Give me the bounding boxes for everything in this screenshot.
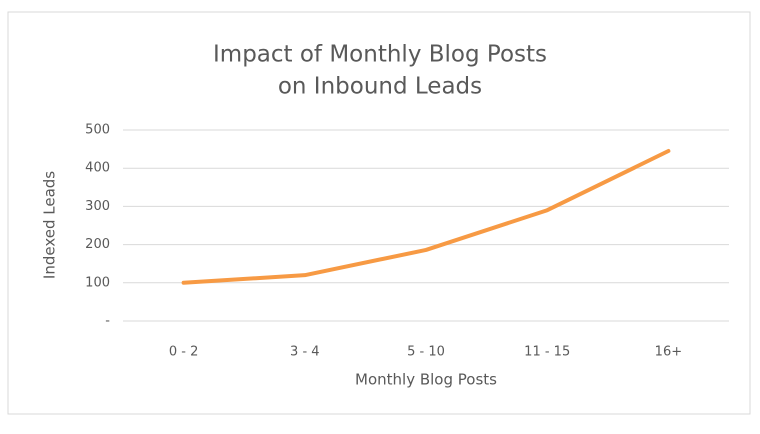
x-tick-label: 5 - 10 [407,345,445,360]
y-tick-label: 200 [85,237,110,252]
x-tick-label: 3 - 4 [290,345,320,360]
chart-title: on Inbound Leads [278,74,482,100]
y-tick-label: 500 [85,123,110,138]
line-series [181,149,671,285]
y-tick-label: 400 [85,161,110,176]
y-tick-label: - [105,314,110,329]
chart-frame [7,11,751,415]
x-axis-label: Monthly Blog Posts [355,371,497,389]
chart-title: Impact of Monthly Blog Posts [213,42,547,68]
x-tick-label: 0 - 2 [169,345,199,360]
y-tick-label: 300 [85,199,110,214]
y-tick-label: 100 [85,275,110,290]
y-axis-label: Indexed Leads [41,171,59,279]
x-tick-label: 11 - 15 [524,345,570,360]
x-tick-label: 16+ [655,345,682,360]
